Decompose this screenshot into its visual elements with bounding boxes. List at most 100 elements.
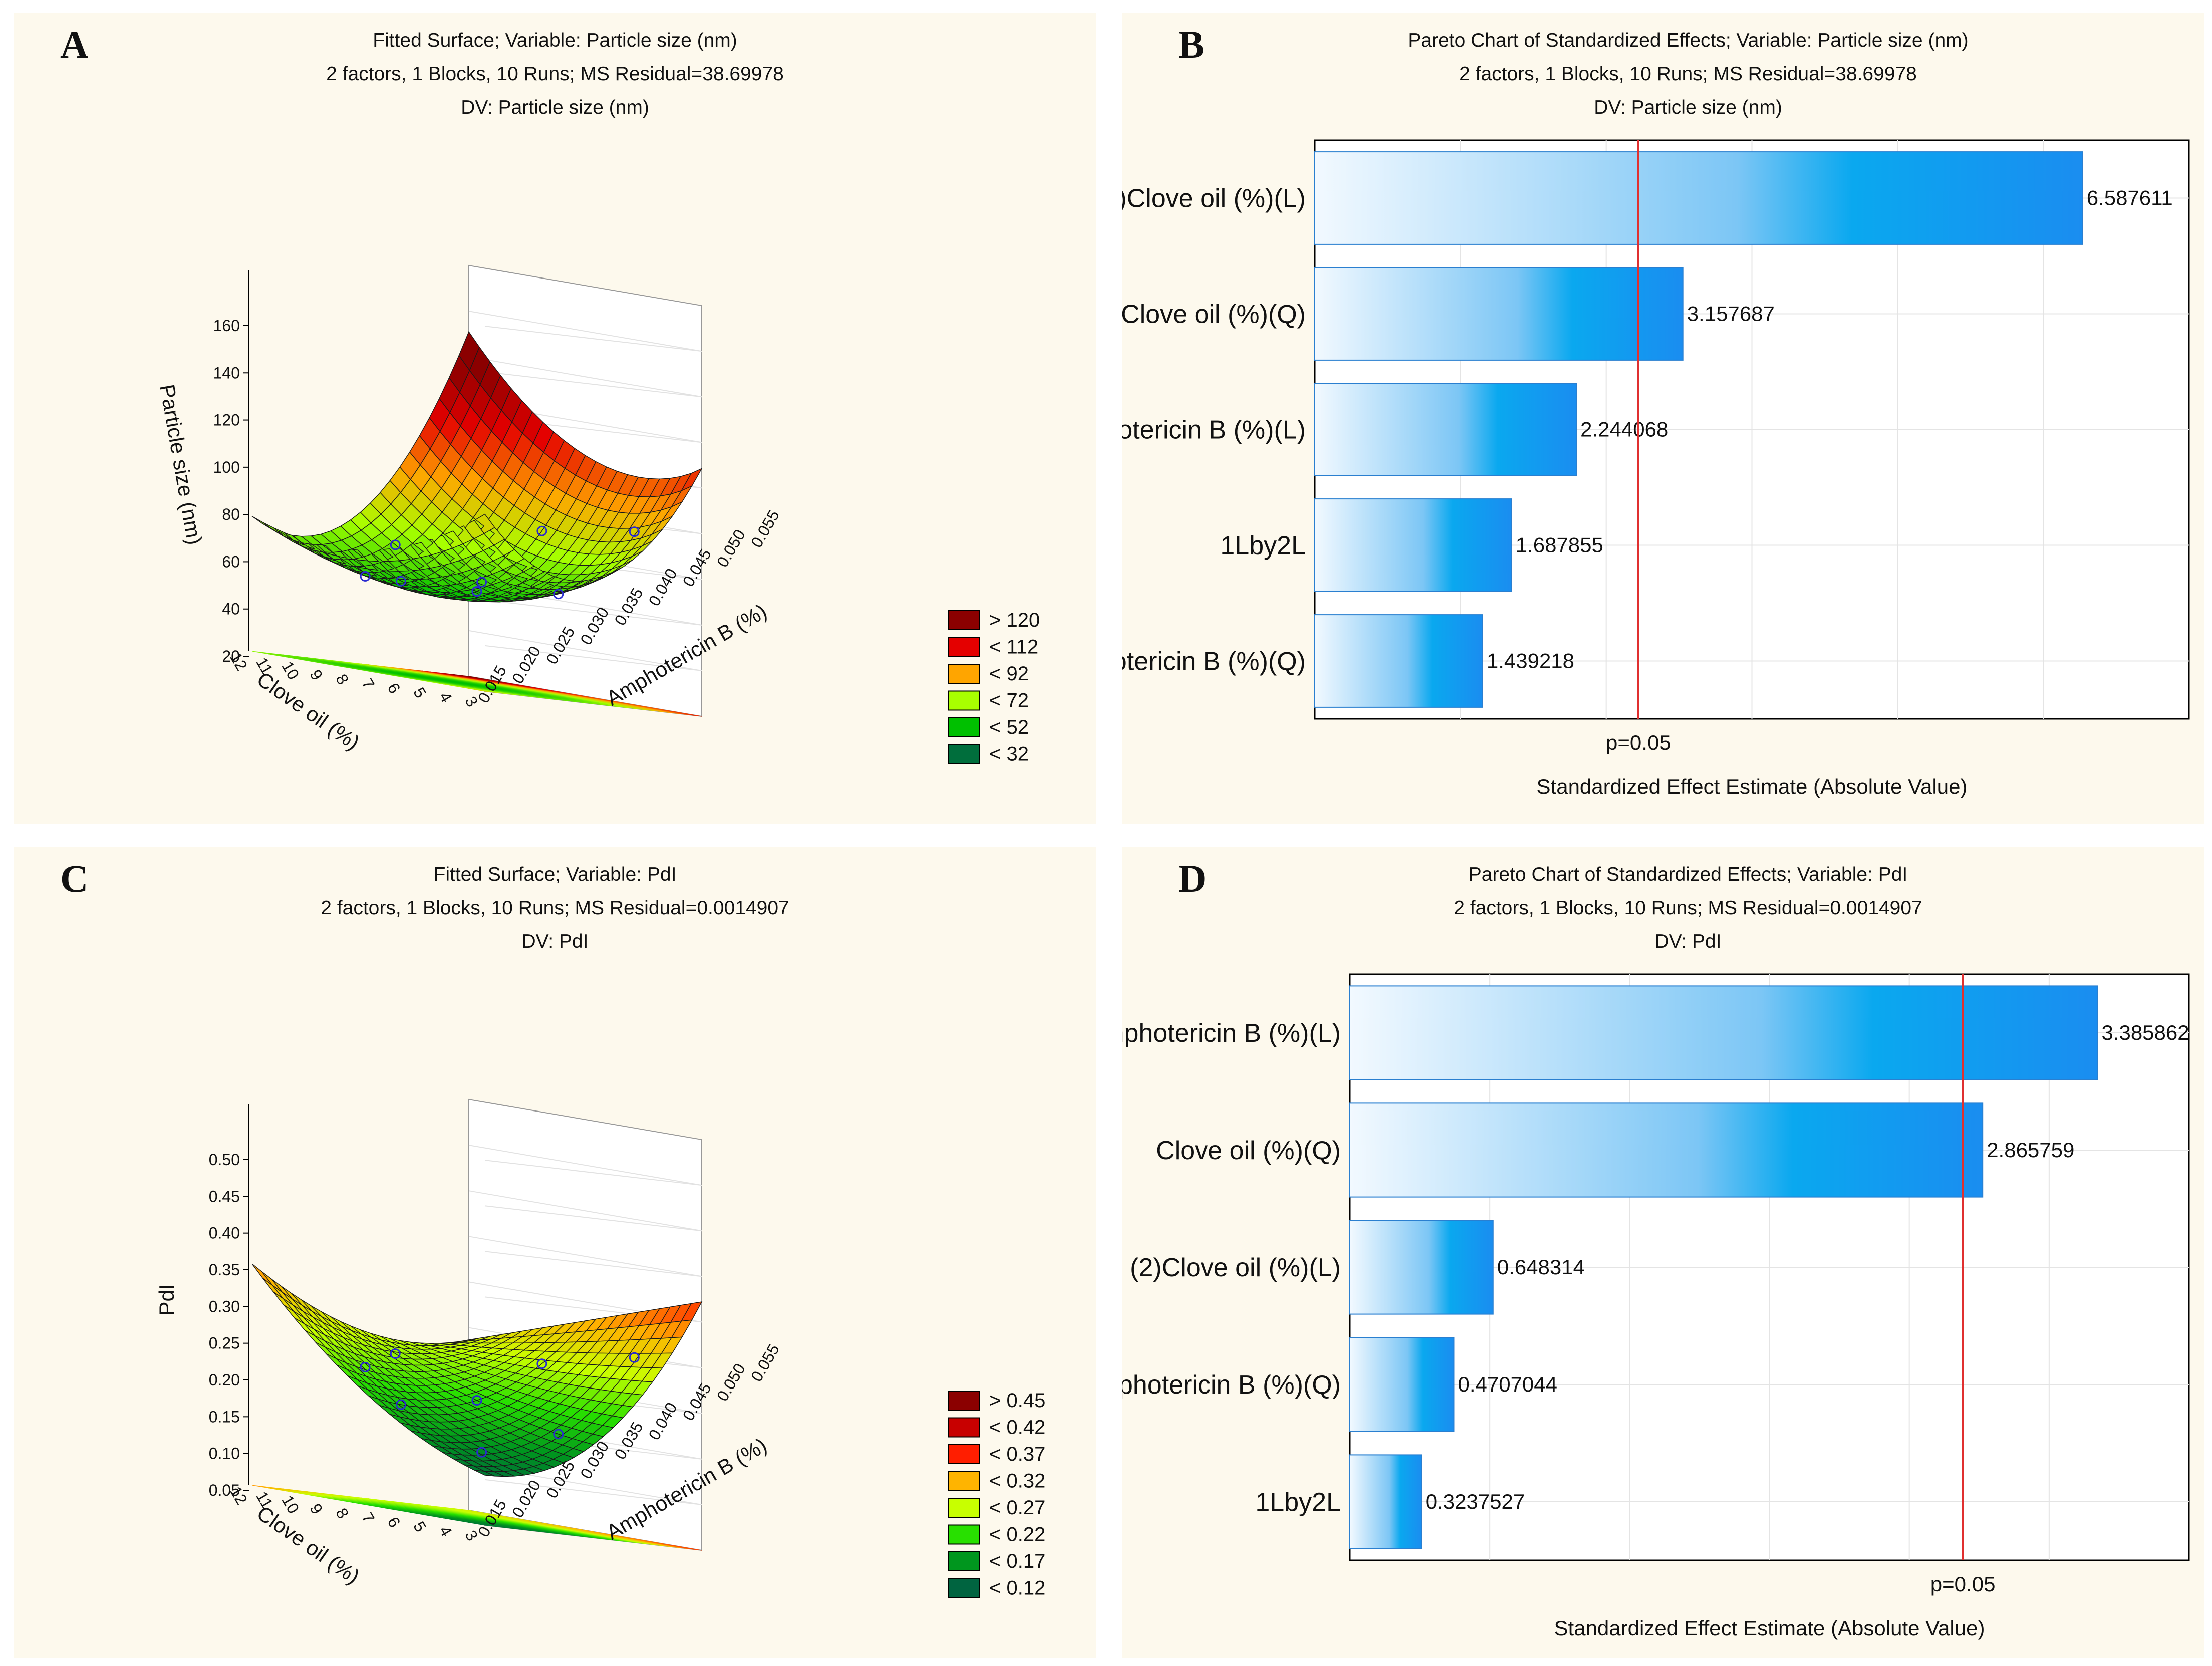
z-tick-label: 0.25 bbox=[209, 1334, 240, 1352]
legend-swatch bbox=[948, 1551, 980, 1571]
design-point bbox=[471, 586, 482, 597]
chart-dv: DV: Particle size (nm) bbox=[461, 97, 649, 118]
pareto-plot: (1)Amphotericin B (%)(L) 3.385862 Clove oi… bbox=[1122, 973, 2190, 1640]
legend-swatch bbox=[948, 1498, 980, 1518]
category-label: 1Lby2L bbox=[1220, 531, 1306, 561]
floor-contour-cell bbox=[685, 713, 702, 717]
legend-swatch bbox=[948, 1417, 980, 1438]
x-axis-title: Standardized Effect Estimate (Absolute V… bbox=[1537, 775, 1968, 798]
y-tick-label: 0.055 bbox=[747, 1341, 783, 1384]
legend-swatch bbox=[948, 690, 980, 711]
value-label: 0.3237527 bbox=[1426, 1490, 1525, 1513]
legend-label: < 0.17 bbox=[989, 1550, 1045, 1572]
value-label: 1.687855 bbox=[1516, 533, 1603, 557]
design-point bbox=[553, 589, 564, 600]
chart-subtitle: 2 factors, 1 Blocks, 10 Runs; MS Residua… bbox=[1454, 897, 1922, 919]
x-tick-label: 7 bbox=[358, 1509, 378, 1526]
design-point bbox=[360, 571, 371, 582]
legend-swatch bbox=[948, 717, 980, 737]
chart-title: Fitted Surface; Variable: Particle size … bbox=[373, 30, 737, 51]
legend-swatch bbox=[948, 1444, 980, 1464]
surface-mesh-cell bbox=[251, 515, 273, 530]
pareto-chart-b: B Pareto Chart of Standardized Effects; … bbox=[1122, 23, 2190, 798]
x-tick-label: 4 bbox=[436, 1523, 456, 1539]
value-label: 0.648314 bbox=[1497, 1255, 1585, 1279]
wall-gridline bbox=[468, 311, 702, 352]
z-tick-label: 80 bbox=[222, 505, 240, 523]
value-label: 1.439218 bbox=[1487, 649, 1574, 673]
pareto-bar bbox=[1314, 267, 1684, 361]
x-tick-label: 9 bbox=[306, 1500, 326, 1517]
value-label: 3.157687 bbox=[1687, 302, 1775, 326]
x-tick-label: 7 bbox=[358, 675, 378, 692]
z-tick-label: 0.35 bbox=[209, 1261, 240, 1279]
z-tick-label: 40 bbox=[222, 600, 240, 618]
pareto-bar bbox=[1314, 614, 1483, 708]
pareto-bar bbox=[1349, 1454, 1422, 1549]
design-point bbox=[395, 1399, 406, 1410]
design-point bbox=[390, 1348, 401, 1359]
floor-contour-cell bbox=[685, 1547, 702, 1551]
legend-label: < 72 bbox=[989, 690, 1029, 712]
x-tick-label: 9 bbox=[306, 666, 326, 683]
legend-label: > 0.45 bbox=[989, 1390, 1045, 1412]
legend-swatch bbox=[948, 664, 980, 684]
wall-gridline bbox=[468, 402, 702, 443]
value-label: 0.4707044 bbox=[1458, 1372, 1557, 1396]
chart-dv: DV: PdI bbox=[522, 931, 589, 952]
legend-swatch bbox=[948, 637, 980, 657]
x-tick-label: 5 bbox=[410, 1518, 430, 1535]
pareto-bar bbox=[1314, 383, 1577, 476]
category-label: Clove oil (%)(Q) bbox=[1122, 300, 1306, 329]
color-legend: > 0.45 < 0.42 < 0.37 < 0.32 < 0.27 < 0.22 < 0.… bbox=[948, 1390, 1045, 1599]
legend-swatch bbox=[948, 1391, 980, 1411]
wall-gridline bbox=[468, 1236, 702, 1277]
category-label: (2)Clove oil (%)(L) bbox=[1122, 184, 1306, 213]
z-tick-label: 0.15 bbox=[209, 1408, 240, 1426]
z-tick-label: 0.05 bbox=[209, 1481, 240, 1499]
wall-gridline bbox=[468, 356, 702, 398]
design-point bbox=[553, 1429, 564, 1440]
chart-dv: DV: PdI bbox=[1655, 931, 1722, 952]
x-tick-label: 8 bbox=[332, 1505, 352, 1521]
z-tick-label: 0.45 bbox=[209, 1187, 240, 1205]
color-legend: > 120 < 112 < 92 < 72 < 52 < 32 bbox=[948, 609, 1040, 765]
surface-mesh-cell bbox=[251, 1263, 273, 1286]
pareto-plot: (2)Clove oil (%)(L) 6.587611 Clove oil (%)… bbox=[1122, 139, 2190, 798]
design-point bbox=[360, 1361, 371, 1372]
z-tick-label: 60 bbox=[222, 552, 240, 571]
wall-gridline bbox=[468, 630, 702, 671]
surface-3d-plot: 0.50 0.45 0.40 0.35 0.30 0.25 0.20 0.15 0.10 0.05… bbox=[155, 1098, 783, 1589]
category-label: 1Lby2L bbox=[1255, 1488, 1341, 1517]
category-label: (1)Amphotericin B (%)(L) bbox=[1122, 1019, 1341, 1048]
z-axis-title: PdI bbox=[155, 1284, 178, 1315]
wall-gridline bbox=[468, 1464, 702, 1505]
pareto-bar bbox=[1314, 151, 2083, 245]
legend-label: < 0.22 bbox=[989, 1524, 1045, 1546]
panel-letter-b: B bbox=[1178, 23, 1204, 66]
z-tick-label: 0.20 bbox=[209, 1371, 240, 1389]
category-label: Amphotericin B (%)(Q) bbox=[1122, 1370, 1341, 1400]
legend-swatch bbox=[948, 744, 980, 764]
value-label: 3.385862 bbox=[2101, 1021, 2189, 1044]
y-tick-label: 0.050 bbox=[713, 526, 749, 570]
design-point bbox=[390, 539, 401, 550]
z-tick-label: 0.30 bbox=[209, 1297, 240, 1315]
legend-label: < 92 bbox=[989, 663, 1029, 685]
panel-letter-a: A bbox=[60, 23, 88, 66]
y-tick-label: 0.055 bbox=[747, 507, 783, 550]
design-point bbox=[476, 577, 487, 588]
legend-label: < 0.37 bbox=[989, 1443, 1045, 1465]
category-label: (2)Clove oil (%)(L) bbox=[1130, 1253, 1341, 1282]
legend-swatch bbox=[948, 1471, 980, 1491]
y-tick-label: 0.050 bbox=[713, 1360, 749, 1404]
value-label: 6.587611 bbox=[2087, 186, 2173, 210]
legend-label: < 0.27 bbox=[989, 1497, 1045, 1519]
chart-title: Pareto Chart of Standardized Effects; Va… bbox=[1408, 30, 1968, 51]
z-tick-label: 20 bbox=[222, 647, 240, 665]
panel-letter-c: C bbox=[60, 857, 88, 900]
x-tick-label: 6 bbox=[384, 680, 404, 696]
chart-subtitle: 2 factors, 1 Blocks, 10 Runs; MS Residua… bbox=[321, 897, 789, 919]
z-tick-label: 140 bbox=[213, 364, 240, 382]
